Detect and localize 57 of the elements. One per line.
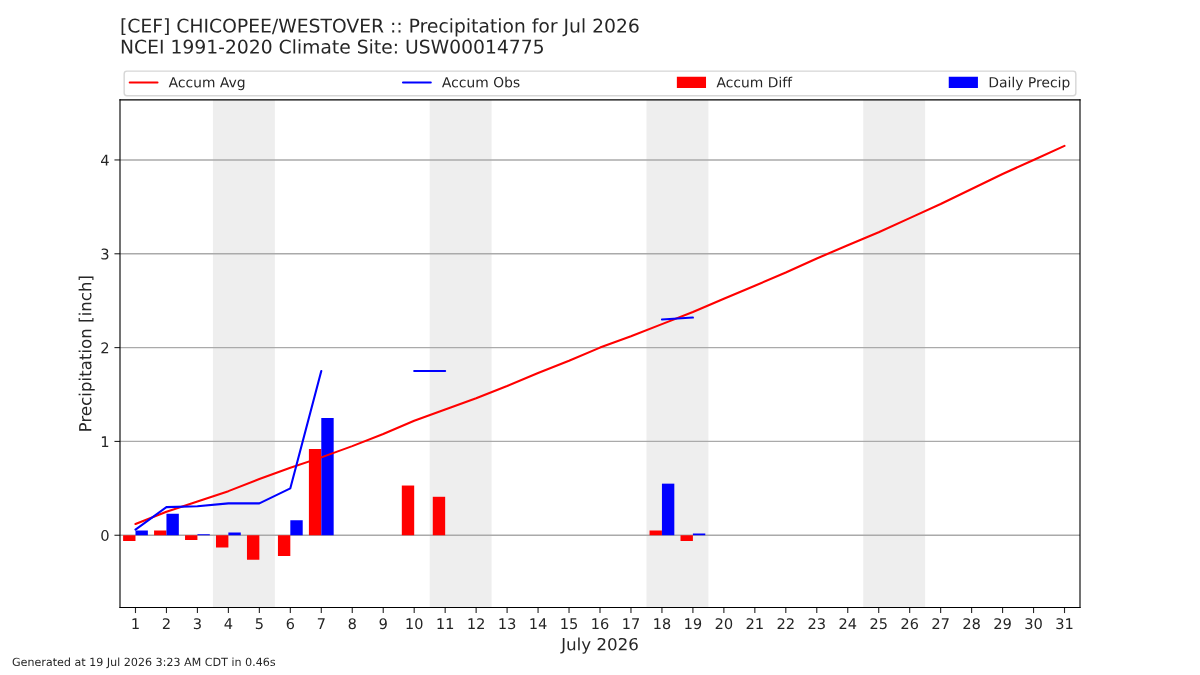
bar — [680, 535, 693, 541]
y-tick-label: 1 — [101, 436, 109, 447]
x-tick-label: 3 — [193, 618, 201, 630]
x-tick-label: 2 — [162, 618, 170, 629]
x-tick-label: 21 — [746, 618, 763, 629]
text: Generated at 19 Jul 2026 3:23 AM CDT in 0.46s — [12, 657, 276, 669]
x-tick-label: 29 — [994, 618, 1011, 630]
bar — [661, 483, 675, 536]
x-tick-label: 14 — [530, 618, 547, 629]
bar — [123, 535, 136, 541]
x-tick-label: 25 — [870, 618, 887, 630]
x-tick-label: 16 — [592, 618, 609, 630]
bar — [401, 485, 415, 536]
y-axis-title: Precipitation [inch] — [78, 276, 95, 431]
x-tick-label: 28 — [963, 618, 980, 630]
y-tick-label: 3 — [101, 248, 109, 260]
x-tick-label: 4 — [224, 618, 233, 629]
x-tick-label: 10 — [406, 618, 423, 630]
bar — [246, 535, 260, 560]
bar — [185, 535, 198, 540]
x-tick-label: 6 — [286, 618, 295, 630]
legend-label: Accum Obs — [442, 76, 520, 88]
y-tick-label: 2 — [101, 342, 109, 354]
bar — [166, 513, 179, 536]
x-tick-label: 30 — [1025, 618, 1042, 630]
x-tick-label: 1 — [132, 618, 139, 629]
y-tick-label: 0 — [101, 529, 109, 541]
bar — [277, 535, 291, 556]
chart-title: [CEF] CHICOPEE/WESTOVER :: Precipitation for Jul 2026 NCEI 1991-2020 Climate Site: USW00014775 — [121, 18, 639, 54]
x-tick-label: 26 — [901, 618, 919, 630]
x-tick-label: 13 — [499, 618, 516, 630]
x-tick-label: 23 — [808, 618, 825, 630]
x-tick-label: 9 — [379, 618, 387, 630]
x-tick-label: 7 — [317, 618, 325, 629]
x-tick-label: 11 — [437, 618, 454, 629]
y-tick-label: 4 — [101, 154, 109, 166]
x-tick-label: 24 — [839, 618, 857, 629]
bar — [216, 535, 229, 548]
x-tick-label: 20 — [715, 618, 733, 630]
legend-label: Accum Diff — [716, 76, 793, 88]
legend-label: Daily Precip — [989, 76, 1070, 91]
bar — [228, 532, 241, 536]
x-tick-label: 22 — [777, 618, 794, 629]
x-tick-label: 18 — [654, 618, 671, 630]
bar — [432, 496, 446, 536]
legend-label: Accum Avg — [168, 77, 245, 91]
x-tick-label: 8 — [348, 618, 356, 630]
x-tick-label: 31 — [1056, 618, 1073, 630]
x-tick-label: 17 — [623, 618, 639, 629]
x-tick-label: 12 — [468, 618, 484, 629]
x-tick-label: 5 — [255, 618, 263, 630]
x-axis-title: July 2026 — [560, 637, 638, 654]
bar — [321, 417, 334, 536]
x-tick-label: 15 — [561, 618, 578, 630]
bar — [290, 520, 303, 536]
x-tick-label: 19 — [685, 618, 702, 630]
x-tick-label: 27 — [932, 618, 949, 629]
